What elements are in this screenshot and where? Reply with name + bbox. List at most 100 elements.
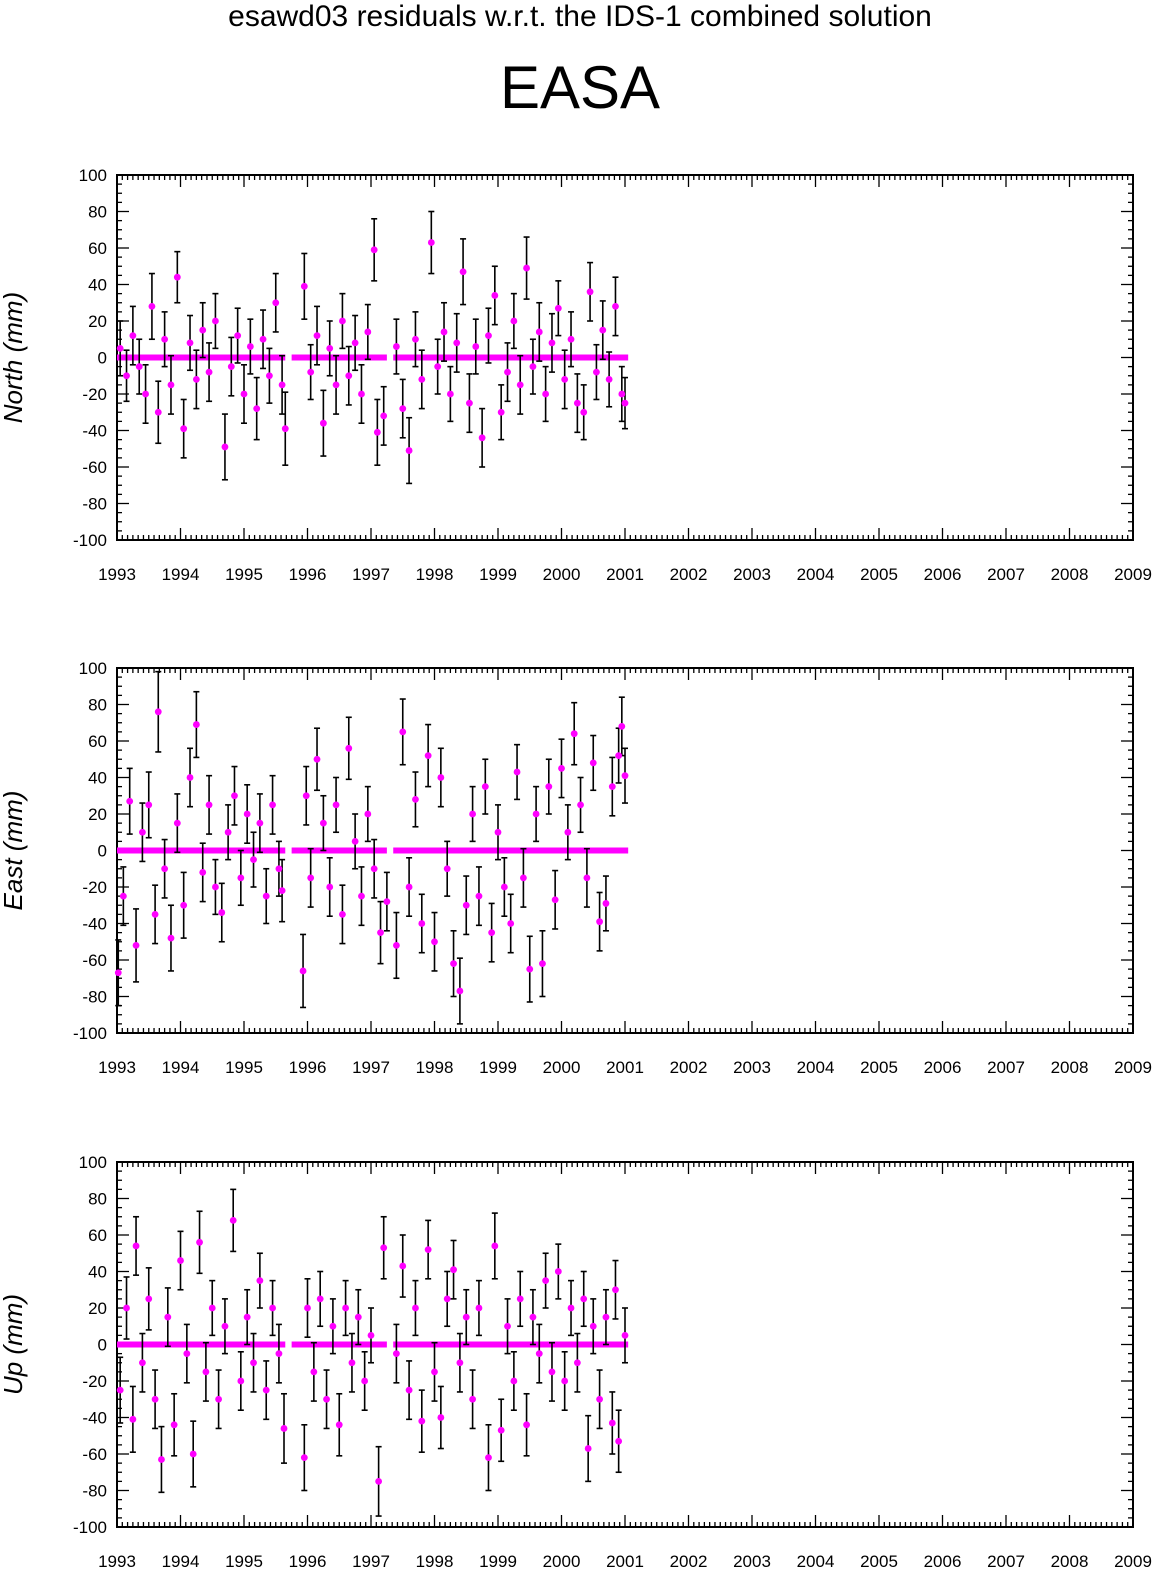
up-data-point	[354, 1313, 362, 1321]
up-data-point	[516, 1295, 524, 1303]
north-data-point	[516, 381, 524, 389]
up-data-point	[393, 1350, 400, 1358]
up-data-point	[405, 1386, 413, 1394]
east-data-point	[431, 938, 438, 946]
up-data-point	[316, 1295, 324, 1303]
east-x-tick-label: 1997	[352, 1058, 390, 1077]
east-y-tick-label: -40	[82, 915, 107, 934]
up-data-point	[485, 1454, 492, 1462]
east-y-tick-label: 60	[88, 732, 107, 751]
up-data-point	[304, 1304, 311, 1312]
east-ticks	[116, 667, 1134, 1034]
north-data-point	[504, 368, 511, 376]
up-data-point	[189, 1450, 197, 1458]
up-data-point	[375, 1477, 383, 1485]
up-data-point	[589, 1322, 597, 1330]
east-data-point	[326, 883, 334, 891]
up-y-tick-label: 40	[88, 1263, 107, 1282]
east-data-point	[469, 810, 476, 818]
east-data-point	[558, 764, 565, 772]
up-x-tick-label: 2003	[733, 1552, 771, 1571]
east-data-point	[412, 796, 419, 803]
north-x-tick-label: 2006	[924, 565, 962, 584]
north-data-point	[612, 303, 619, 310]
east-data-point	[513, 768, 521, 776]
up-data-point	[608, 1419, 616, 1427]
up-data-point	[542, 1277, 550, 1285]
north-y-tick-label: -40	[82, 422, 107, 441]
east-data-point	[145, 801, 153, 809]
up-points	[116, 1217, 629, 1485]
north-data-point	[418, 376, 426, 383]
up-data-point	[584, 1445, 592, 1452]
east-x-tick-label: 1996	[289, 1058, 327, 1077]
up-data-point	[462, 1313, 470, 1321]
east-data-point	[618, 723, 626, 730]
north-data-point	[199, 326, 207, 334]
north-data-point	[586, 288, 594, 296]
up-y-tick-label: -80	[82, 1482, 107, 1501]
north-data-point	[332, 381, 340, 389]
east-y-tick-label: -100	[73, 1024, 107, 1043]
east-data-point	[418, 920, 426, 927]
east-axis-title: East (mm)	[0, 791, 28, 911]
north-points	[116, 239, 629, 454]
east-data-point	[237, 874, 245, 882]
north-data-point	[345, 372, 353, 380]
east-x-tick-label: 2001	[606, 1058, 644, 1077]
east-data-point	[275, 865, 283, 873]
up-data-point	[300, 1454, 308, 1462]
north-axis-title: North (mm)	[0, 292, 28, 423]
north-data-point	[497, 408, 505, 416]
north-data-point	[529, 363, 537, 371]
east-y-tick-label: 40	[88, 769, 107, 788]
east-data-point	[596, 918, 603, 926]
east-data-point	[345, 744, 353, 752]
east-data-point	[393, 942, 400, 949]
up-y-tick-label: 100	[79, 1153, 107, 1172]
up-data-point	[580, 1295, 588, 1303]
north-data-point	[405, 447, 413, 454]
north-data-point	[412, 335, 419, 343]
north-data-point	[472, 343, 480, 350]
east-x-tick-label: 1994	[162, 1058, 200, 1077]
up-data-point	[431, 1368, 438, 1376]
north-data-point	[180, 425, 188, 433]
up-data-point	[561, 1377, 569, 1385]
east-data-point	[339, 910, 346, 918]
east-y-tick-label: 100	[79, 659, 107, 678]
up-data-point	[208, 1304, 216, 1312]
up-data-point	[450, 1266, 457, 1274]
north-data-point	[253, 405, 261, 412]
east-data-point	[450, 960, 457, 968]
chart-title: esawd03 residuals w.r.t. the IDS-1 combi…	[228, 0, 932, 33]
north-data-point	[478, 434, 486, 442]
north-x-tick-label: 2000	[543, 565, 581, 584]
east-data-point	[370, 865, 378, 873]
east-data-point	[161, 865, 169, 873]
up-panel: 1993 1994 1995 1996 1997 1998 1999 2000 2001 2002…	[0, 1153, 1152, 1571]
up-data-point	[437, 1414, 445, 1421]
north-y-tick-label: 20	[88, 312, 107, 331]
east-data-point	[231, 792, 238, 800]
east-data-point	[132, 942, 140, 949]
east-data-point	[488, 929, 496, 937]
east-data-point	[481, 783, 489, 791]
east-data-point	[507, 920, 515, 927]
east-data-point	[377, 929, 384, 937]
north-data-point	[548, 339, 556, 347]
north-data-point	[142, 390, 149, 398]
north-data-point	[161, 335, 169, 343]
up-x-tick-label: 1994	[162, 1552, 200, 1571]
up-data-point	[567, 1304, 575, 1312]
up-x-tick-label: 1998	[416, 1552, 454, 1571]
north-data-point	[272, 299, 280, 307]
up-data-point	[615, 1437, 623, 1445]
north-data-point	[240, 390, 248, 398]
up-data-point	[412, 1304, 419, 1312]
up-data-point	[510, 1377, 518, 1385]
east-points	[114, 708, 629, 995]
north-data-point	[192, 376, 200, 383]
north-data-point	[399, 405, 407, 412]
north-y-tick-label: 80	[88, 203, 107, 222]
